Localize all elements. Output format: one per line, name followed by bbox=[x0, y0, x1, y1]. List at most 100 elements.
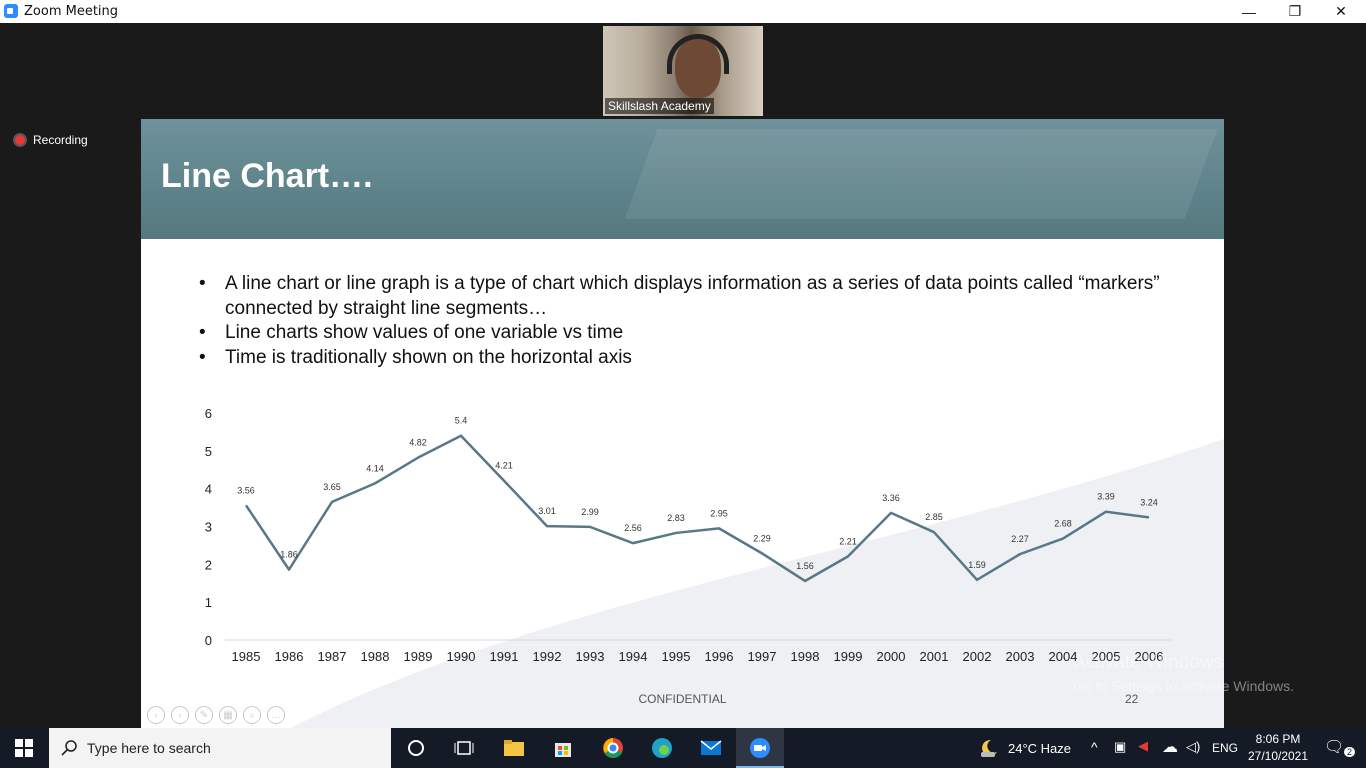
speaker-icon[interactable]: ◁) bbox=[1186, 739, 1201, 754]
data-label: 3.65 bbox=[323, 482, 341, 492]
x-tick-label: 1999 bbox=[834, 649, 863, 664]
activate-windows-watermark: Activate Windows Go to Settings to activ… bbox=[1073, 652, 1294, 694]
x-tick-label: 1998 bbox=[791, 649, 820, 664]
next-slide-icon[interactable]: › bbox=[171, 706, 189, 724]
x-tick-label: 2006 bbox=[1135, 649, 1164, 664]
data-label: 1.59 bbox=[968, 560, 986, 570]
x-tick-label: 1992 bbox=[533, 649, 562, 664]
zoom-app-icon bbox=[4, 4, 18, 18]
file-explorer-icon[interactable] bbox=[490, 728, 538, 768]
clock-date: 27/10/2021 bbox=[1247, 749, 1309, 763]
slide-header-banner: Line Chart…. bbox=[141, 119, 1224, 239]
notification-count-badge: 2 bbox=[1344, 747, 1356, 757]
x-tick-label: 2000 bbox=[877, 649, 906, 664]
windows-start-icon[interactable] bbox=[0, 728, 48, 768]
slide-background-swoosh bbox=[291, 439, 1224, 728]
slide-toolbar: ‹ › ✎ ▦ ⌕ … bbox=[147, 706, 285, 724]
x-tick-label: 1996 bbox=[705, 649, 734, 664]
watermark-line2: Go to Settings to activate Windows. bbox=[1073, 678, 1294, 694]
zoom-taskbar-icon bbox=[736, 728, 784, 768]
participant-video[interactable]: Skillslash Academy bbox=[603, 26, 763, 116]
y-tick-label: 4 bbox=[205, 482, 212, 497]
x-tick-label: 2005 bbox=[1092, 649, 1121, 664]
x-tick-label: 1986 bbox=[275, 649, 304, 664]
x-tick-label: 2003 bbox=[1006, 649, 1035, 664]
chevron-up-icon[interactable]: ^ bbox=[1091, 739, 1098, 755]
y-tick-label: 6 bbox=[205, 406, 212, 421]
more-options-icon[interactable]: … bbox=[267, 706, 285, 724]
data-label: 1.56 bbox=[796, 561, 814, 571]
data-label: 2.83 bbox=[667, 513, 685, 523]
data-label: 2.21 bbox=[839, 536, 857, 546]
participant-name: Skillslash Academy bbox=[605, 98, 714, 114]
x-tick-label: 1997 bbox=[748, 649, 777, 664]
volume-muted-icon[interactable]: ◀ bbox=[1138, 738, 1148, 753]
x-tick-label: 1989 bbox=[404, 649, 433, 664]
minimize-button[interactable]: — bbox=[1242, 3, 1256, 20]
pen-icon[interactable]: ✎ bbox=[195, 706, 213, 724]
data-label: 3.01 bbox=[538, 506, 556, 516]
x-tick-label: 1990 bbox=[447, 649, 476, 664]
weather-moon-icon[interactable] bbox=[964, 728, 1012, 768]
weather-text[interactable]: 24°C Haze bbox=[1008, 741, 1072, 756]
x-tick-label: 1995 bbox=[662, 649, 691, 664]
y-tick-label: 0 bbox=[205, 633, 212, 648]
data-label: 3.39 bbox=[1097, 492, 1115, 502]
taskbar-search-box[interactable]: Type here to search bbox=[49, 728, 391, 768]
recording-indicator[interactable]: Recording bbox=[13, 133, 88, 147]
data-label: 2.56 bbox=[624, 523, 642, 533]
microsoft-store-icon[interactable] bbox=[539, 728, 587, 768]
close-button[interactable]: ✕ bbox=[1335, 3, 1347, 19]
data-label: 4.14 bbox=[366, 463, 384, 473]
x-tick-label: 1988 bbox=[361, 649, 390, 664]
y-tick-label: 3 bbox=[205, 520, 212, 535]
x-tick-label: 2002 bbox=[963, 649, 992, 664]
meeting-area: Skillslash Academy Recording Line Chart…… bbox=[0, 23, 1366, 728]
x-tick-label: 1987 bbox=[318, 649, 347, 664]
mail-icon[interactable] bbox=[687, 728, 735, 768]
data-label: 3.56 bbox=[237, 485, 255, 495]
language-indicator[interactable]: ENG bbox=[1212, 741, 1239, 755]
data-label: 4.21 bbox=[495, 461, 513, 471]
clock[interactable]: 8:06 PM 27/10/2021 bbox=[1244, 731, 1312, 765]
data-label: 2.85 bbox=[925, 512, 943, 522]
x-tick-label: 2001 bbox=[920, 649, 949, 664]
previous-slide-icon[interactable]: ‹ bbox=[147, 706, 165, 724]
search-icon bbox=[61, 740, 77, 756]
watermark-line1: Activate Windows bbox=[1073, 652, 1223, 673]
x-tick-label: 1985 bbox=[232, 649, 261, 664]
chrome-icon[interactable] bbox=[589, 728, 637, 768]
slide-bullet-list: A line chart or line graph is a type of … bbox=[199, 272, 1179, 370]
slide-page-number: 22 bbox=[1125, 692, 1139, 706]
data-label: 5.4 bbox=[455, 416, 468, 426]
data-label: 2.29 bbox=[753, 533, 771, 543]
slide-title: Line Chart…. bbox=[161, 157, 373, 195]
zoom-icon[interactable]: ⌕ bbox=[243, 706, 261, 724]
data-label: 4.82 bbox=[409, 438, 427, 448]
data-label: 2.68 bbox=[1054, 519, 1072, 529]
data-label: 2.99 bbox=[581, 507, 599, 517]
task-view-icon[interactable] bbox=[440, 728, 488, 768]
y-tick-label: 1 bbox=[205, 595, 212, 610]
cortana-icon[interactable] bbox=[392, 728, 440, 768]
recording-label: Recording bbox=[33, 133, 88, 147]
x-tick-label: 2004 bbox=[1049, 649, 1078, 664]
bullet-item: Line charts show values of one variable … bbox=[199, 321, 1179, 346]
data-label: 1.86 bbox=[280, 550, 298, 560]
slides-grid-icon[interactable]: ▦ bbox=[219, 706, 237, 724]
onedrive-cloud-icon[interactable]: ☁ bbox=[1162, 739, 1178, 756]
headset-icon bbox=[667, 34, 729, 74]
title-bar: Zoom Meeting — ❐ ✕ bbox=[0, 0, 1366, 23]
bullet-item: Time is traditionally shown on the horiz… bbox=[199, 346, 1179, 371]
restore-button[interactable]: ❐ bbox=[1288, 3, 1302, 19]
clock-time: 8:06 PM bbox=[1255, 732, 1301, 746]
notifications-icon[interactable]: 🗨 bbox=[1324, 739, 1345, 756]
network-device-icon[interactable]: ▣ bbox=[1114, 739, 1127, 754]
data-label: 3.24 bbox=[1140, 497, 1158, 507]
taskbar: Type here to search 24°C Haze ^ ▣ ◀ ☁ ◁)… bbox=[0, 728, 1366, 768]
x-tick-label: 1994 bbox=[619, 649, 648, 664]
window-title: Zoom Meeting bbox=[24, 4, 119, 19]
x-tick-label: 1991 bbox=[490, 649, 519, 664]
edge-icon[interactable] bbox=[638, 728, 686, 768]
x-tick-label: 1993 bbox=[576, 649, 605, 664]
